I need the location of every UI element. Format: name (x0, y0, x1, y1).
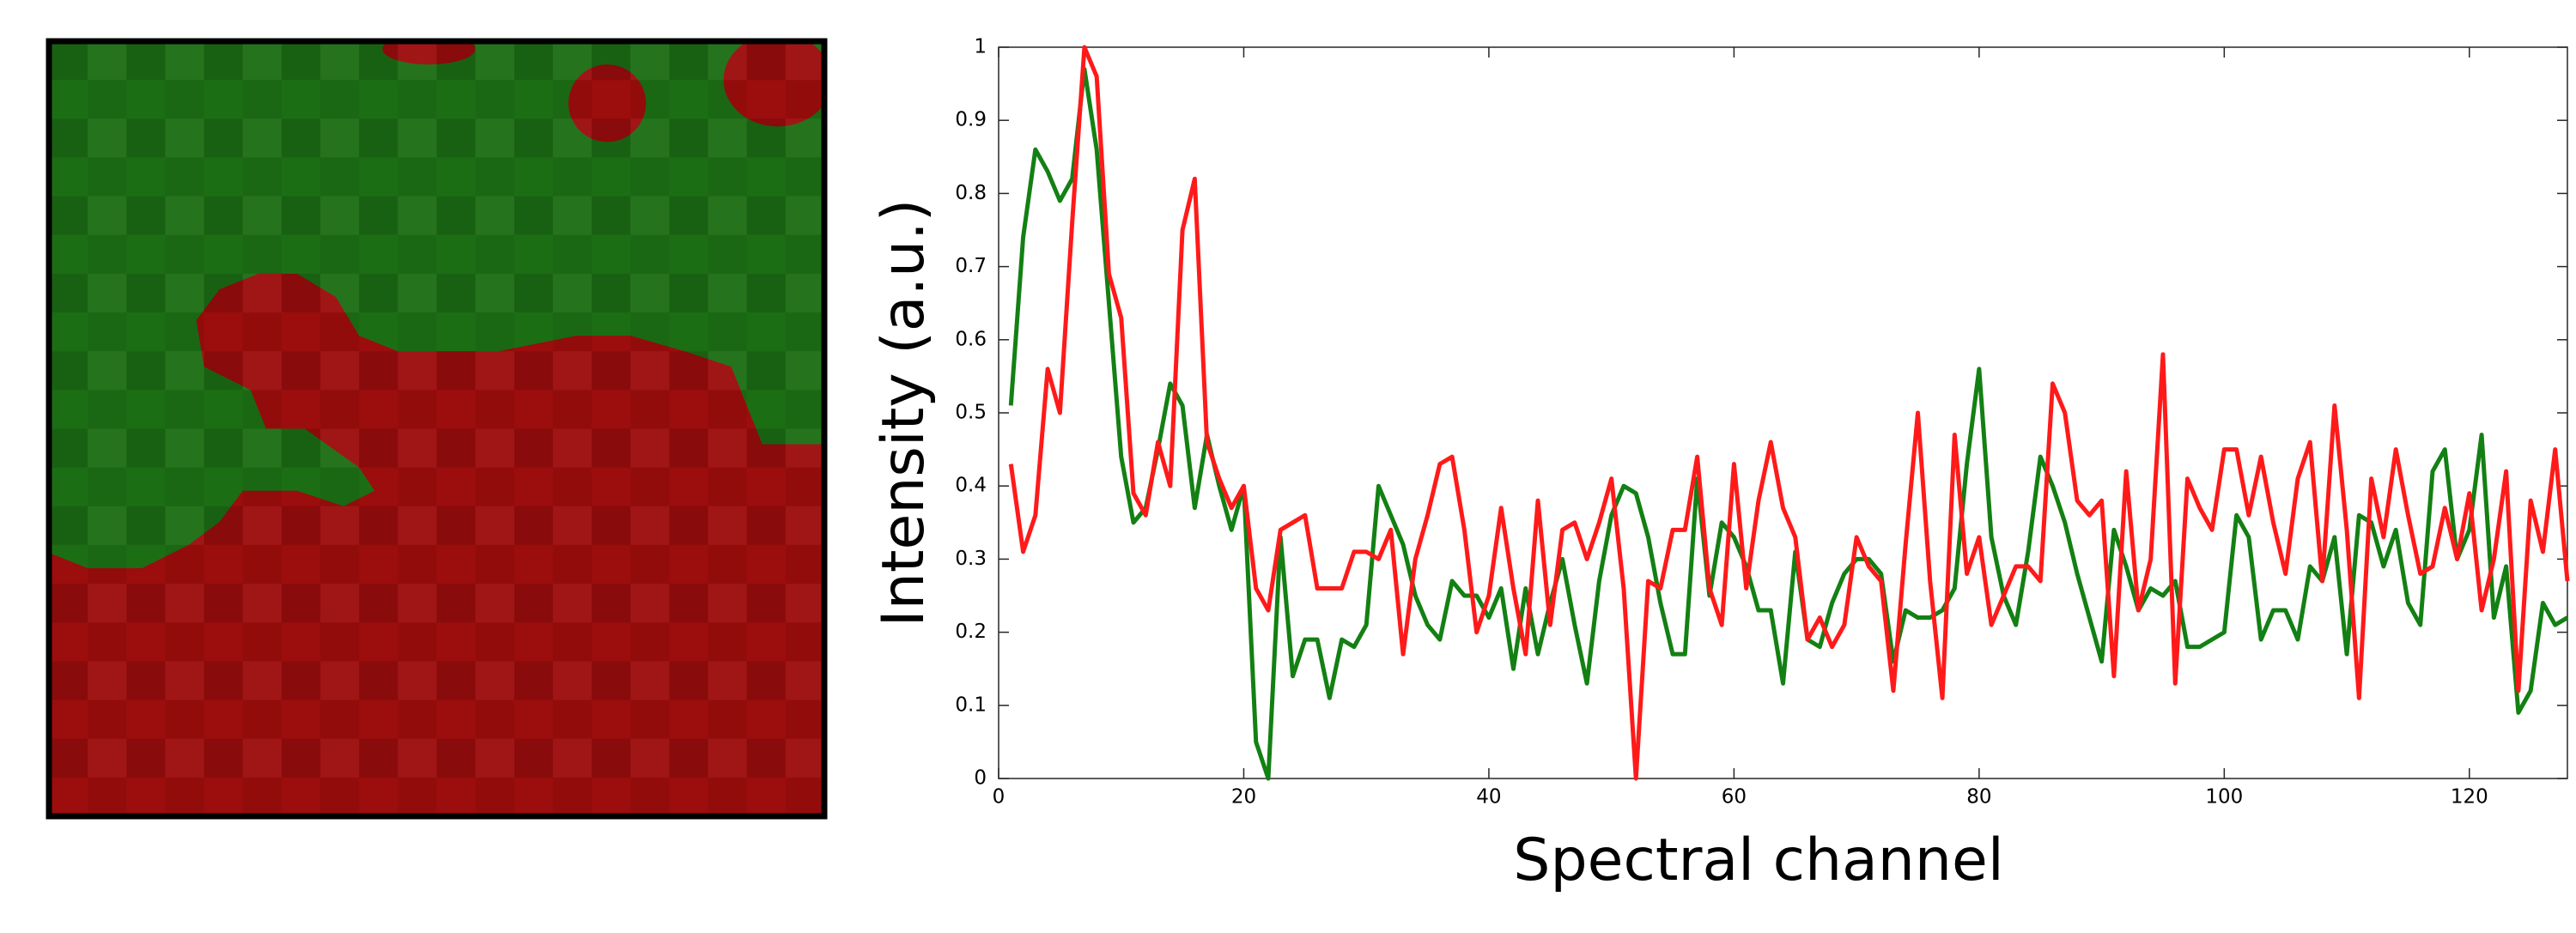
y-axis-label: Intensity (a.u.) (870, 199, 938, 627)
y-tick-label: 0.4 (955, 475, 987, 497)
y-tick-label: 0.9 (955, 109, 987, 131)
y-tick-label: 0.3 (955, 548, 987, 570)
y-tick-label: 0.1 (955, 694, 987, 716)
data-line (1008, 45, 2570, 781)
x-tick-label: 100 (2205, 786, 2243, 809)
map-image (49, 41, 824, 816)
x-tick-label: 80 (1966, 786, 1991, 809)
y-tick-label: 0.5 (955, 402, 987, 424)
y-tick-label: 0 (974, 767, 987, 790)
y-tick-label: 0.8 (955, 182, 987, 204)
x-tick-label: 20 (1231, 786, 1256, 809)
y-tick-label: 0.6 (955, 328, 987, 350)
data-line (1008, 67, 2569, 781)
y-tick-label: 0.7 (955, 255, 987, 277)
y-tick-label: 1 (974, 36, 987, 58)
segmentation-map (46, 38, 828, 820)
plot-area (998, 46, 2568, 779)
map-frame (46, 38, 828, 820)
texture (49, 41, 824, 816)
y-tick-label: 0.2 (955, 621, 987, 643)
x-tick-label: 40 (1476, 786, 1501, 809)
x-tick-label: 0 (993, 786, 1005, 809)
x-tick-label: 60 (1722, 786, 1747, 809)
x-tick-label: 120 (2451, 786, 2488, 809)
x-axis-label: Spectral channel (1513, 827, 2003, 894)
